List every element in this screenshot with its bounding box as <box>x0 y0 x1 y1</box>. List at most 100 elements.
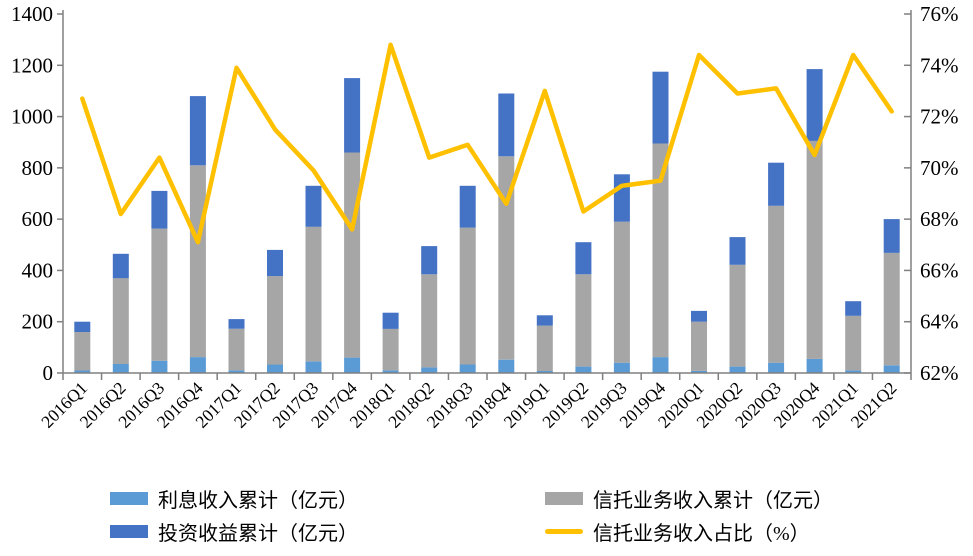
bar-segment-2016Q3 <box>151 228 168 361</box>
bar-segment-2016Q4 <box>189 96 206 166</box>
bar-segment-2016Q3 <box>151 190 168 229</box>
bar-segment-2021Q2 <box>883 219 900 253</box>
bar-segment-2017Q4 <box>344 357 361 373</box>
y-right-tick-label: 72% <box>920 105 959 129</box>
bar-segment-2018Q3 <box>459 185 476 228</box>
y-left-tick-label: 800 <box>22 156 54 180</box>
bar-segment-2016Q2 <box>112 253 129 279</box>
y-left-tick-label: 1000 <box>11 105 53 129</box>
bar-segment-2017Q3 <box>305 226 322 362</box>
bar-segment-2021Q1 <box>845 370 862 373</box>
bar-segment-2017Q4 <box>344 78 361 153</box>
bar-segment-2019Q2 <box>575 242 592 275</box>
bar-segment-2017Q2 <box>267 249 283 277</box>
bar-segment-2018Q2 <box>421 246 438 275</box>
bar-segment-2019Q4 <box>652 71 669 144</box>
bar-segment-2020Q4 <box>806 140 823 359</box>
bar-segment-2016Q3 <box>151 360 168 373</box>
y-right-tick-label: 62% <box>920 361 959 385</box>
bar-segment-2018Q2 <box>421 367 438 373</box>
bar-segment-2016Q1 <box>74 332 91 371</box>
bar-segment-2016Q2 <box>112 278 129 364</box>
legend-label-trust-income-ratio: 信托业务收入占比（%） <box>593 523 810 545</box>
bar-segment-2017Q1 <box>228 370 245 373</box>
bar-segment-2018Q1 <box>382 370 399 373</box>
bar-segment-2017Q3 <box>305 185 322 227</box>
y-left-tick-label: 400 <box>22 258 54 282</box>
y-left-tick-label: 1400 <box>11 2 53 26</box>
bar-segment-2020Q4 <box>806 69 823 141</box>
bar-segment-2020Q1 <box>691 321 707 371</box>
legend-item-trust-income-ratio: 信托业务收入占比（%） <box>545 515 810 548</box>
bar-segment-2017Q3 <box>305 361 322 373</box>
bar-segment-2017Q1 <box>228 319 245 329</box>
bar-segment-2017Q2 <box>267 276 283 365</box>
bar-segment-2020Q3 <box>768 362 785 373</box>
y-left-tick-label: 600 <box>22 207 54 231</box>
bar-segment-2018Q4 <box>498 156 515 360</box>
bar-segment-2016Q1 <box>74 321 91 332</box>
bar-segment-2019Q1 <box>536 315 553 326</box>
bar-segment-2018Q4 <box>498 93 515 157</box>
legend-item-trust-income: 信托业务收入累计（亿元） <box>545 482 833 515</box>
bar-segment-2019Q3 <box>613 174 630 222</box>
bar-segment-2016Q4 <box>189 165 206 358</box>
bar-segment-2019Q3 <box>613 362 630 373</box>
y-right-tick-label: 70% <box>920 156 959 180</box>
legend-label-interest-income: 利息收入累计（亿元） <box>158 490 358 512</box>
bar-segment-2018Q2 <box>421 274 438 368</box>
y-right-tick-label: 76% <box>920 2 959 26</box>
legend-row-2: 投资收益累计（亿元） 信托业务收入占比（%） <box>0 515 973 548</box>
y-left-tick-label: 1200 <box>11 53 53 77</box>
bar-segment-2020Q3 <box>768 162 785 206</box>
bar-segment-2019Q3 <box>613 221 630 363</box>
y-left-tick-label: 200 <box>22 310 54 334</box>
legend-swatch-trust-income-ratio-line <box>545 529 583 534</box>
bar-segment-2017Q4 <box>344 152 361 358</box>
y-left-tick-label: 0 <box>43 361 54 385</box>
bar-segment-2018Q3 <box>459 364 476 373</box>
bar-segment-2021Q2 <box>883 365 900 373</box>
bar-segment-2020Q2 <box>729 237 746 265</box>
legend-swatch-interest-income <box>110 492 148 505</box>
bar-segment-2020Q2 <box>729 264 746 367</box>
bar-segment-2018Q4 <box>498 359 515 373</box>
bar-segment-2019Q1 <box>536 370 553 373</box>
bar-segment-2019Q4 <box>652 143 669 358</box>
legend-label-investment-income: 投资收益累计（亿元） <box>158 523 358 545</box>
chart-legend: 利息收入累计（亿元） 信托业务收入累计（亿元） 投资收益累计（亿元） 信托业务收… <box>0 482 973 548</box>
bar-segment-2021Q1 <box>845 315 862 371</box>
legend-swatch-investment-income <box>110 525 148 538</box>
bar-segment-2019Q2 <box>575 274 592 367</box>
bar-segment-2017Q2 <box>267 364 283 373</box>
combo-chart-plot: 0 200 400 600 800 1000 1200 1400 62% 64% 66% 68% 70%… <box>11 2 959 432</box>
bar-segment-2020Q3 <box>768 205 785 363</box>
bar-segment-2020Q4 <box>806 358 823 373</box>
trust-income-ratio-line <box>80 42 894 245</box>
bar-segment-2018Q1 <box>382 312 399 329</box>
bar-segment-2018Q3 <box>459 227 476 365</box>
bar-segment-2019Q1 <box>536 325 553 371</box>
bar-segment-2017Q1 <box>228 328 245 371</box>
legend-item-interest-income: 利息收入累计（亿元） <box>110 482 358 515</box>
bar-segment-2019Q4 <box>652 357 669 373</box>
bar-segment-2016Q2 <box>112 364 129 373</box>
bar-segment-2020Q2 <box>729 366 746 373</box>
bar-segment-2020Q1 <box>691 370 707 373</box>
legend-item-investment-income: 投资收益累计（亿元） <box>110 515 358 548</box>
legend-row-1: 利息收入累计（亿元） 信托业务收入累计（亿元） <box>0 482 973 515</box>
y-right-tick-label: 66% <box>920 258 959 282</box>
bar-segment-2021Q1 <box>845 301 862 316</box>
y-right-tick-label: 64% <box>920 310 959 334</box>
bar-segment-2016Q4 <box>189 357 206 373</box>
legend-label-trust-income: 信托业务收入累计（亿元） <box>593 490 833 512</box>
bar-segment-2018Q1 <box>382 328 399 371</box>
y-right-tick-label: 74% <box>920 53 959 77</box>
bar-segment-2021Q2 <box>883 253 900 366</box>
bar-segment-2019Q2 <box>575 366 592 373</box>
y-right-tick-label: 68% <box>920 207 959 231</box>
bar-segment-2020Q1 <box>691 310 707 322</box>
legend-swatch-trust-income <box>545 492 583 505</box>
bar-segment-2016Q1 <box>74 370 91 373</box>
